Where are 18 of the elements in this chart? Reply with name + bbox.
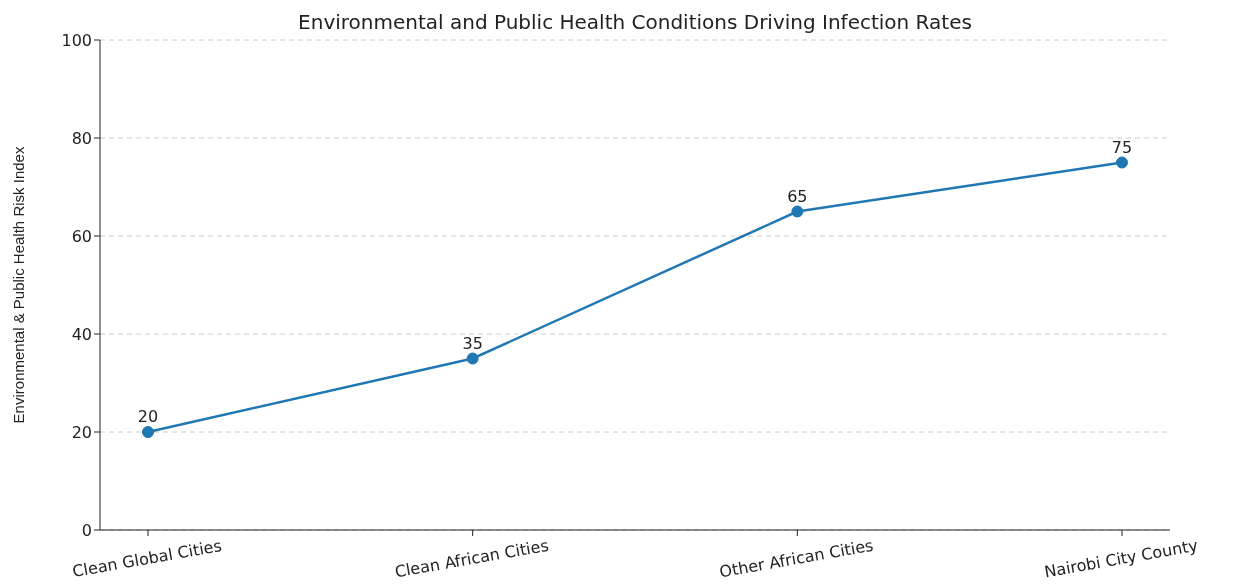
y-tick-label: 100 bbox=[61, 30, 92, 50]
x-tick-label: Nairobi City County bbox=[1042, 535, 1200, 582]
point bbox=[466, 352, 479, 365]
point bbox=[1116, 156, 1128, 169]
point bbox=[791, 205, 804, 218]
data-label: 65 bbox=[787, 186, 808, 206]
y-tick-label: 80 bbox=[71, 128, 92, 148]
data-label: 35 bbox=[462, 333, 483, 353]
point bbox=[142, 426, 154, 438]
y-tick-label: 60 bbox=[71, 226, 92, 246]
chart-title: Environmental and Public Health Conditions Driving Infection Rates bbox=[297, 10, 973, 34]
x-tick-label: Clean African Cities bbox=[393, 535, 551, 582]
data-label: 20 bbox=[137, 407, 159, 426]
y-tick-label: 40 bbox=[71, 324, 92, 344]
x-tick-label: Other African Cities bbox=[717, 535, 875, 582]
data-label: 75 bbox=[1111, 137, 1133, 157]
y-tick-label: 20 bbox=[71, 422, 92, 442]
y-axis-title: Environmental & Public Health Risk Index bbox=[10, 146, 28, 424]
